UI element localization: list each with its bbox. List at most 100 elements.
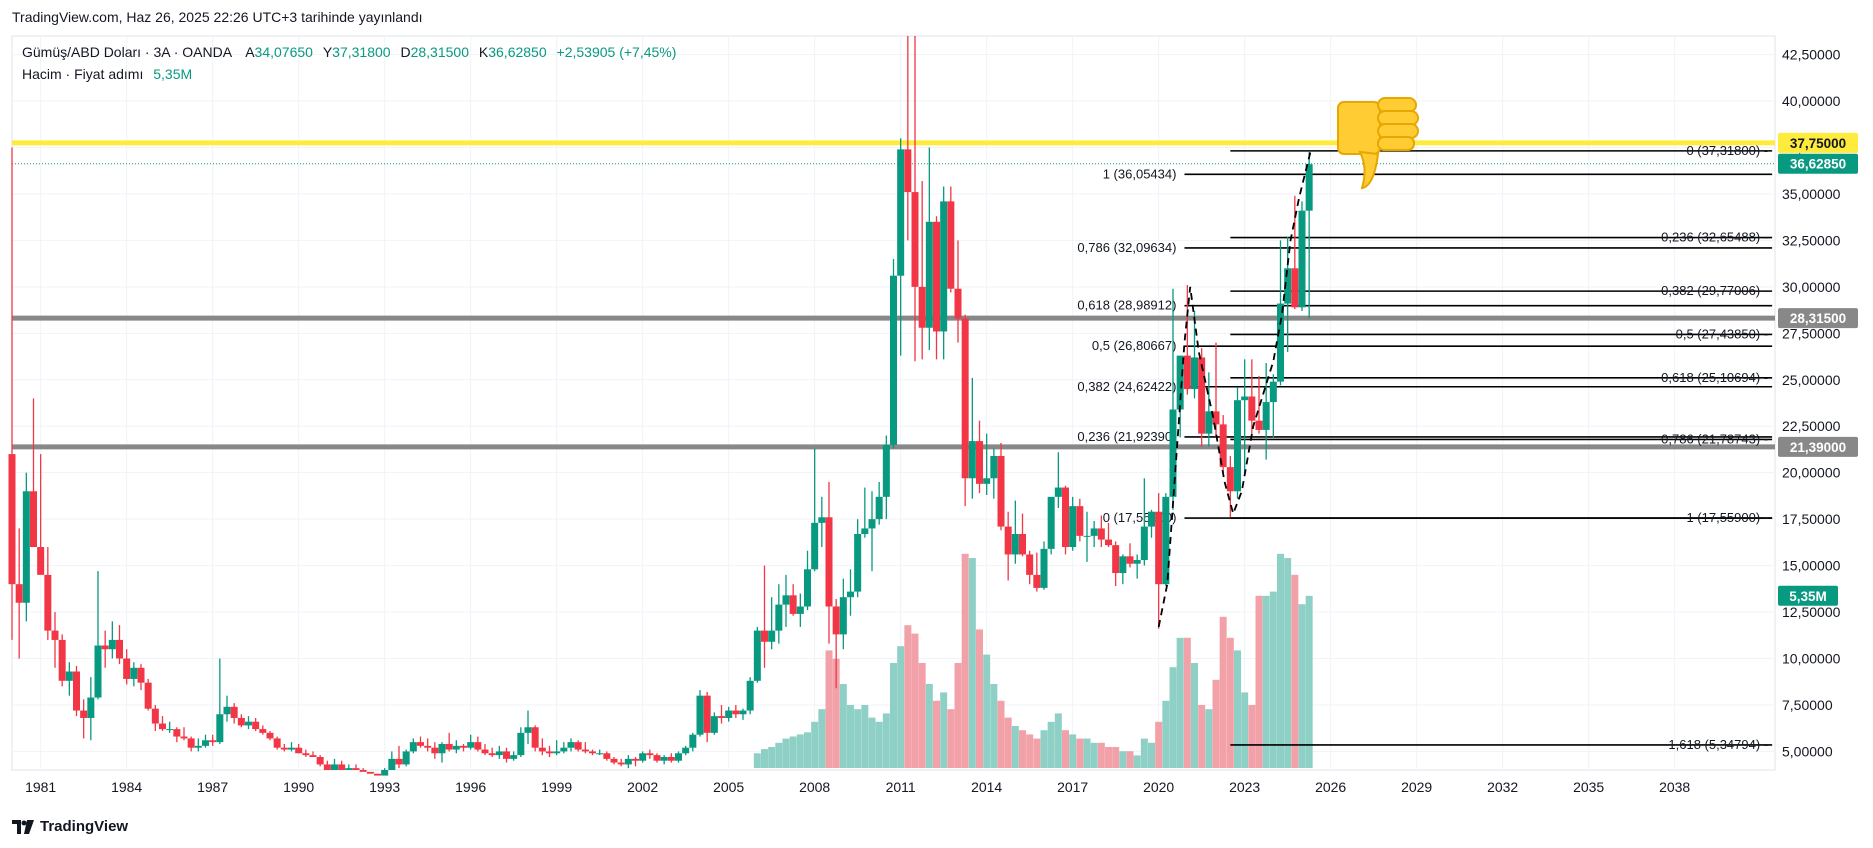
candle-body <box>1105 539 1112 546</box>
volume-bar <box>947 709 955 768</box>
fib-right-label-1: 0,236 (32,65488) - <box>1661 230 1768 245</box>
volume-label: Hacim · Fiyat adımı <box>22 66 144 82</box>
volume-bar <box>875 721 883 768</box>
candle-body <box>1026 554 1034 575</box>
candle-body <box>997 455 1005 527</box>
volume-bar <box>1219 616 1227 768</box>
symbol-name[interactable]: Gümüş/ABD Doları · 3A · OANDA <box>22 44 232 60</box>
volume-bar <box>1011 726 1019 768</box>
volume-bar <box>1047 721 1055 768</box>
candle-body <box>159 723 166 730</box>
volume-legend[interactable]: Hacim · Fiyat adımı 5,35M <box>22 66 192 82</box>
candle-body <box>166 729 174 731</box>
volume-bar <box>1284 558 1292 768</box>
candle-body <box>345 768 353 770</box>
candle-body <box>173 729 181 737</box>
candle-body <box>510 755 518 759</box>
candle-body <box>366 771 374 774</box>
volume-bar <box>868 717 876 768</box>
volume-bar <box>1191 663 1198 768</box>
tradingview-logo[interactable]: TradingView <box>12 818 128 835</box>
candle-body <box>1112 545 1120 574</box>
candle-body <box>933 221 940 332</box>
candle-body <box>460 745 467 748</box>
candle-body <box>639 753 647 761</box>
candle-body <box>1284 268 1292 304</box>
candle-body <box>1097 528 1105 540</box>
y-tick-label-2: 10,00000 <box>1782 651 1841 667</box>
x-tick-label-14: 2023 <box>1229 779 1260 795</box>
symbol-legend[interactable]: Gümüş/ABD Doları · 3A · OANDA A34,07650 … <box>22 44 676 60</box>
candle-body <box>875 496 883 520</box>
candle-body <box>732 710 740 715</box>
candle-body <box>395 758 403 765</box>
open-label: A <box>245 44 255 60</box>
price-badge-2 <box>1778 308 1858 329</box>
candle-body <box>374 773 381 776</box>
candle-body <box>180 736 188 739</box>
candle-body <box>1019 534 1026 555</box>
x-tick-label-13: 2020 <box>1143 779 1174 795</box>
y-tick-label-12: 35,00000 <box>1782 186 1841 202</box>
volume-bar <box>954 663 962 768</box>
candle-body <box>538 747 546 752</box>
y-tick-label-8: 25,00000 <box>1782 372 1841 388</box>
candle-body <box>624 758 632 765</box>
volume-bar <box>1226 637 1234 768</box>
x-tick-label-19: 2038 <box>1659 779 1690 795</box>
volume-bar <box>832 658 840 768</box>
candle-body <box>825 517 833 607</box>
candle-body <box>983 478 991 484</box>
candle-body <box>22 491 30 603</box>
fib-left-label-5: 0,236 (21,92390) <box>1077 429 1176 444</box>
candle-body <box>338 764 346 770</box>
candle-body <box>567 742 575 748</box>
price-badge-0 <box>1778 132 1858 153</box>
y-tick-label-7: 22,50000 <box>1782 418 1841 434</box>
x-tick-label-3: 1990 <box>283 779 314 795</box>
x-tick-label-4: 1993 <box>369 779 400 795</box>
fib-right-label-7: 1,618 (5,34794) - <box>1668 737 1768 752</box>
candle-body <box>445 743 453 750</box>
candle-body <box>675 753 682 761</box>
candle-body <box>316 756 324 765</box>
candle-body <box>854 534 862 592</box>
candle-body <box>144 682 152 709</box>
x-tick-label-6: 1999 <box>541 779 572 795</box>
candle-body <box>230 706 238 718</box>
candle-body <box>653 755 661 761</box>
candle-body <box>280 747 288 750</box>
y-tick-label-10: 30,00000 <box>1782 279 1841 295</box>
x-tick-label-15: 2026 <box>1315 779 1346 795</box>
candle-body <box>73 671 80 711</box>
fib-right-label-0: 0 (37,31800) - <box>1686 143 1768 158</box>
candle-body <box>51 630 59 640</box>
candle-body <box>689 734 697 748</box>
volume-bar <box>925 684 933 768</box>
candle-body <box>546 751 553 754</box>
candle-body <box>452 745 460 750</box>
volume-bar <box>911 633 919 768</box>
volume-bar <box>1040 730 1048 768</box>
volume-bar <box>1262 595 1270 768</box>
x-tick-label-7: 2002 <box>627 779 658 795</box>
candle-body <box>531 727 539 748</box>
candle-body <box>1004 526 1012 555</box>
candle-body <box>37 547 45 575</box>
candle-body <box>617 762 625 765</box>
volume-bar <box>1054 713 1062 768</box>
volume-bar <box>1069 734 1077 768</box>
volume-bar <box>1162 700 1170 768</box>
x-tick-label-0: 1981 <box>25 779 56 795</box>
change-value: +2,53905 (+7,45%) <box>556 44 677 60</box>
high-label: Y <box>322 44 333 60</box>
candle-body <box>1140 526 1148 561</box>
candle-body <box>1033 574 1041 588</box>
candle-body <box>1126 556 1134 564</box>
candle-body <box>839 597 847 635</box>
volume-bar <box>796 734 804 768</box>
volume-bar <box>818 709 826 768</box>
volume-bar <box>1155 721 1163 768</box>
x-tick-label-17: 2032 <box>1487 779 1518 795</box>
